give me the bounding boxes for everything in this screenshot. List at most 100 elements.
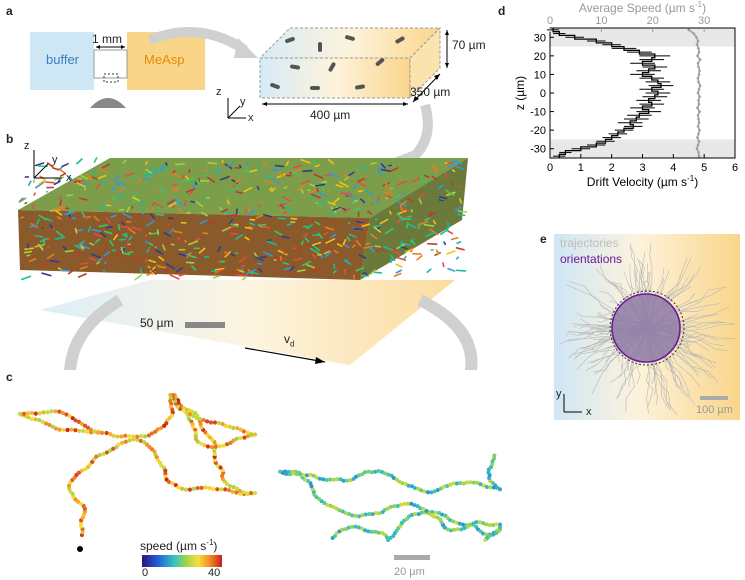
trajectory-segment — [324, 226, 335, 231]
b-axis-z: z — [24, 140, 30, 152]
trajectory-segment — [348, 171, 355, 177]
trajectory-segment — [93, 157, 98, 163]
trajectory-segment — [396, 256, 407, 261]
trajectory-point — [176, 485, 181, 490]
e-axis-x: x — [586, 406, 592, 418]
trajectory-point — [380, 469, 385, 474]
trajectory-segment — [355, 239, 362, 247]
trajectory-segment — [61, 163, 69, 168]
trajectory-point — [403, 482, 408, 487]
trajectory-point — [341, 478, 346, 483]
trajectory-segment — [235, 208, 238, 215]
trajectory-segment — [386, 195, 393, 199]
trajectory-segment — [165, 263, 175, 270]
trajectory-segment — [78, 197, 88, 201]
trajectory-segment — [455, 247, 465, 251]
trajectory-segment — [62, 245, 67, 251]
panel-a-axes — [227, 98, 246, 119]
trajectory-point — [40, 419, 45, 424]
y-tick-label: 10 — [534, 69, 546, 81]
orientation-outline — [611, 293, 681, 363]
trajectory-segment — [24, 201, 28, 205]
trajectory-segment — [221, 169, 226, 172]
trajectory-point — [197, 416, 203, 422]
trajectory-segment — [384, 227, 394, 235]
trajectory-segment — [79, 262, 89, 265]
trajectory-segment — [283, 205, 293, 210]
trajectory-point — [484, 522, 489, 527]
legend-trajectories: trajectories — [560, 236, 619, 250]
trajectory-segment — [54, 209, 63, 216]
trajectory-point — [149, 431, 154, 436]
trajectory-segment — [146, 246, 151, 253]
trajectory-segment — [79, 243, 88, 250]
e-scale-label: 100 µm — [696, 404, 733, 416]
trajectory-segment — [450, 236, 459, 241]
panel-d-label: d — [498, 4, 506, 18]
trajectory-segment — [391, 194, 400, 200]
trajectory-point — [478, 482, 483, 487]
trajectory-point — [491, 523, 496, 528]
trajectory-segment — [323, 249, 332, 255]
trajectory-segment — [185, 187, 196, 193]
trajectory-segment — [59, 199, 63, 206]
trajectory-segment — [330, 233, 337, 238]
trajectory-point — [61, 427, 66, 433]
trajectory-segment — [352, 185, 358, 189]
trajectory-point — [119, 434, 124, 439]
trajectory-segment — [281, 235, 290, 239]
trajectory-segment — [229, 187, 238, 192]
trajectory-segment — [131, 226, 142, 231]
trajectory-segment — [389, 210, 392, 215]
trajectory-point — [457, 521, 462, 526]
trajectory-segment — [188, 189, 194, 196]
trajectory-point — [227, 483, 232, 489]
trajectory-segment — [52, 167, 60, 171]
zoom-arrow — [148, 27, 248, 55]
trajectory-segment — [189, 255, 197, 259]
trajectory-point — [362, 470, 367, 475]
trajectory-point — [82, 423, 88, 428]
legend-orientations: orientations — [560, 252, 623, 266]
trajectory-segment — [57, 167, 67, 175]
trajectory-point — [350, 524, 355, 529]
colorbar-title: speed (µm s-1) — [140, 538, 218, 553]
trajectory-point — [80, 529, 85, 535]
trajectory-segment — [395, 263, 403, 268]
trajectory-point — [37, 417, 42, 423]
trajectory-point — [458, 480, 463, 485]
trajectory-segment — [457, 213, 466, 217]
avg-speed-point — [696, 91, 700, 95]
trajectory-segment — [55, 230, 64, 237]
trajectory-segment — [373, 226, 382, 233]
trajectory-segment — [109, 240, 114, 247]
trajectory-point — [146, 433, 152, 438]
trajectory-segment — [389, 167, 399, 172]
trajectory-segment — [173, 230, 183, 234]
trajectory-segment — [153, 170, 158, 175]
trajectory-point — [26, 415, 31, 420]
trajectory-segment — [455, 256, 460, 260]
trajectory-point — [492, 453, 497, 458]
trajectory-point — [481, 531, 486, 536]
trajectory-segment — [98, 224, 108, 228]
trajectory-segment — [314, 164, 321, 168]
trajectory-segment — [249, 271, 259, 275]
trajectory-segment — [229, 270, 239, 275]
trajectory-segment — [219, 175, 231, 181]
trajectory-point — [135, 434, 140, 439]
trajectory-segment — [235, 191, 243, 195]
trajectory-point — [92, 429, 97, 434]
trajectory-point — [67, 486, 72, 491]
trajectory-segment — [447, 267, 456, 272]
trajectory-segment — [309, 247, 320, 255]
trajectory-segment — [451, 169, 456, 173]
trajectory-segment — [399, 200, 408, 207]
trajectory-point — [448, 518, 453, 523]
trajectory-segment — [98, 166, 109, 174]
trajectory-segment — [439, 228, 449, 236]
orientation-disk — [612, 294, 680, 362]
trajectory-point — [193, 430, 198, 436]
x-tick-label: 6 — [732, 162, 738, 174]
